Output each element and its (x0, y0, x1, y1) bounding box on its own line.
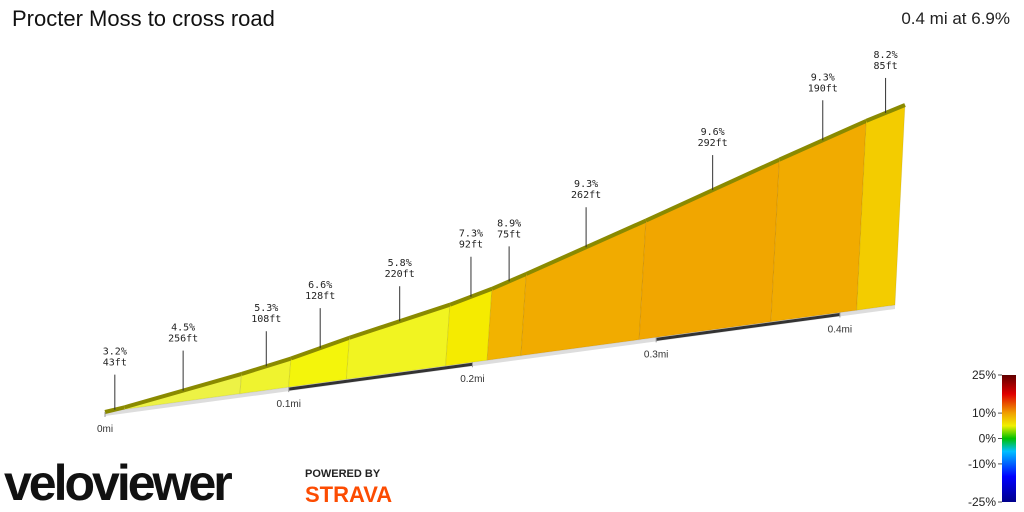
grade-label: 3.2% (103, 347, 127, 358)
length-label: 75ft (497, 229, 521, 240)
profile-edge (104, 405, 126, 414)
grade-label: 6.6% (308, 280, 332, 291)
x-tick-label: 0.4mi (828, 324, 852, 335)
profile-segment (638, 158, 780, 341)
distance-band (288, 362, 473, 391)
x-tick-label: 0.2mi (460, 374, 484, 385)
grade-label: 8.9% (497, 218, 521, 229)
profile-segment (445, 288, 493, 367)
length-label: 292ft (698, 138, 728, 149)
grade-label: 4.5% (171, 323, 195, 334)
grade-label: 9.6% (701, 127, 725, 138)
grade-label: 7.3% (459, 229, 483, 240)
x-tick-label: 0.3mi (644, 349, 668, 360)
colorbar (1002, 375, 1016, 502)
length-label: 108ft (251, 314, 281, 325)
length-label: 85ft (874, 61, 898, 72)
grade-label: 9.3% (574, 179, 598, 190)
length-label: 262ft (571, 190, 601, 201)
length-label: 256ft (168, 334, 198, 345)
colorbar-label: -10% (968, 457, 996, 471)
grade-label: 5.3% (254, 303, 278, 314)
length-label: 43ft (103, 358, 127, 369)
logo: veloviewer (4, 455, 232, 511)
colorbar-label: 0% (979, 432, 997, 446)
grade-label: 8.2% (874, 50, 898, 61)
grade-label: 9.3% (811, 72, 835, 83)
length-label: 92ft (459, 240, 483, 251)
distance-band (655, 312, 841, 341)
x-tick-label: 0.1mi (276, 399, 300, 410)
length-label: 190ft (808, 83, 838, 94)
title: Procter Moss to cross road (12, 6, 275, 31)
profile-segment (520, 219, 647, 357)
x-tick-label: 0mi (97, 424, 113, 435)
summary: 0.4 mi at 6.9% (901, 9, 1010, 28)
colorbar-label: -25% (968, 495, 996, 509)
powered-by: POWERED BY (305, 468, 381, 480)
strava-logo: STRAVA (305, 482, 392, 507)
grade-label: 5.8% (388, 258, 412, 269)
length-label: 128ft (305, 291, 335, 302)
profile-segment (288, 337, 350, 388)
profile-segment (770, 120, 867, 323)
colorbar-label: 10% (972, 406, 996, 420)
colorbar-label: 25% (972, 368, 996, 382)
length-label: 220ft (385, 269, 415, 280)
